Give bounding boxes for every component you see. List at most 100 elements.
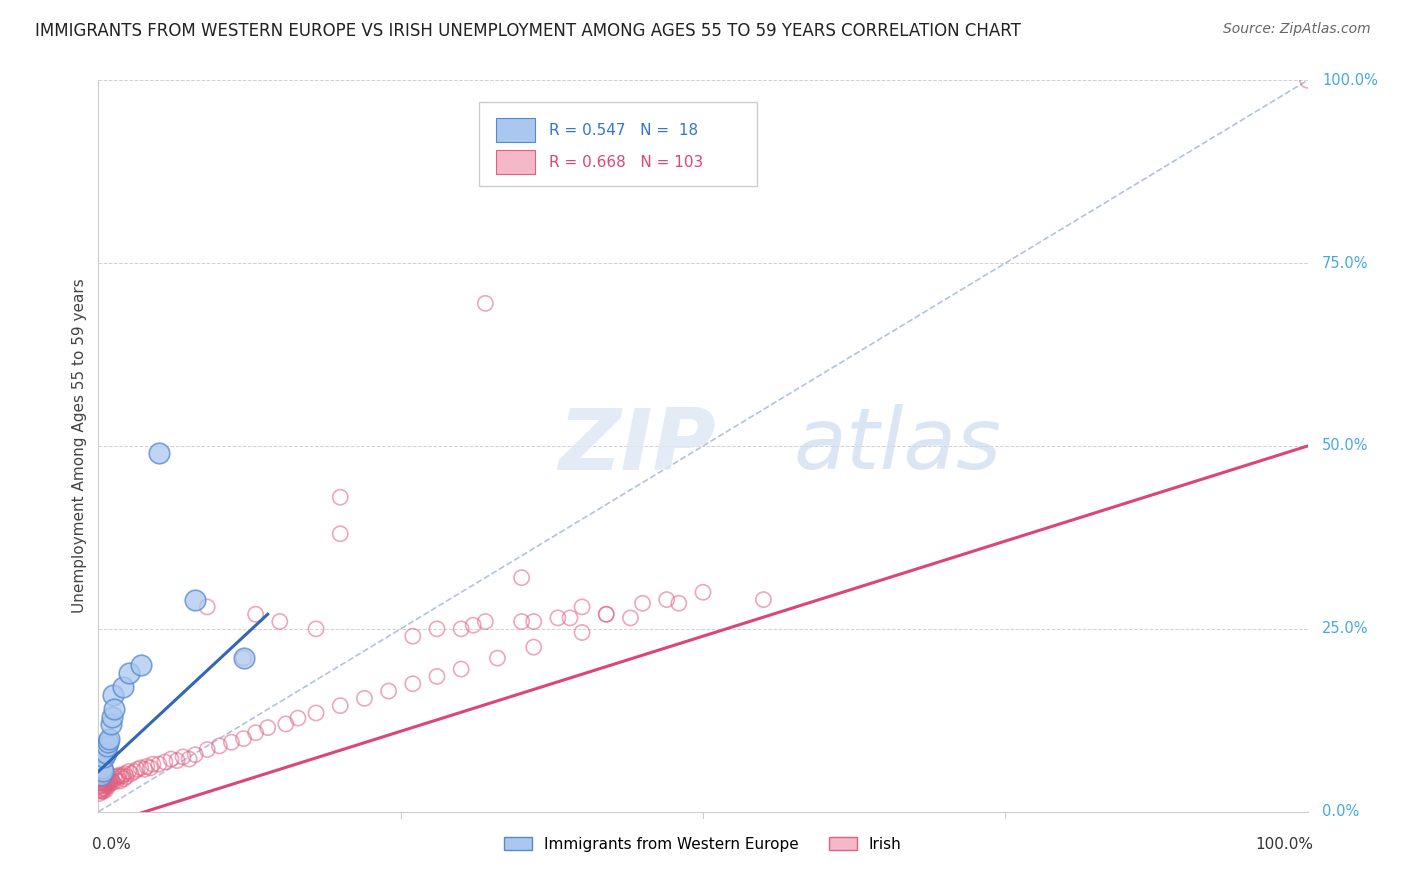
Text: 25.0%: 25.0% [1322, 622, 1368, 636]
Point [90, 768, 112, 782]
Point [94, 746, 117, 760]
Point [98, 777, 121, 791]
Legend: Immigrants from Western Europe, Irish: Immigrants from Western Europe, Irish [505, 837, 901, 852]
Point [474, 296, 496, 310]
Point [208, 739, 231, 753]
Point [118, 665, 141, 680]
Point [305, 706, 328, 720]
Text: 0.0%: 0.0% [93, 838, 131, 853]
Point [305, 622, 328, 636]
Point [184, 747, 207, 762]
Text: 75.0%: 75.0% [1322, 256, 1368, 270]
Point [100, 709, 122, 723]
Point [486, 651, 509, 665]
Point [89, 787, 111, 801]
Point [195, 599, 218, 614]
Point [98, 774, 121, 789]
Point [571, 625, 593, 640]
Point [450, 662, 472, 676]
Point [134, 762, 156, 776]
Point [93, 781, 115, 796]
Point [752, 592, 775, 607]
Point [124, 764, 146, 779]
Point [108, 774, 131, 789]
Point [402, 629, 425, 643]
Text: 0.0%: 0.0% [1322, 805, 1360, 819]
Point [274, 717, 297, 731]
Point [631, 596, 654, 610]
Point [135, 759, 157, 773]
Point [463, 618, 485, 632]
Text: R = 0.668   N = 103: R = 0.668 N = 103 [550, 154, 703, 169]
Point [103, 702, 125, 716]
Point [245, 607, 267, 622]
Point [1296, 73, 1319, 87]
Text: 50.0%: 50.0% [1322, 439, 1368, 453]
Point [329, 698, 352, 713]
Point [91, 774, 114, 789]
Point [256, 721, 278, 735]
Point [100, 775, 122, 789]
Text: R = 0.547   N =  18: R = 0.547 N = 18 [550, 122, 699, 137]
Point [510, 615, 533, 629]
Point [692, 585, 714, 599]
Point [129, 658, 152, 673]
Point [114, 766, 136, 780]
Point [96, 739, 118, 753]
Point [153, 755, 176, 769]
Point [94, 779, 117, 793]
Point [90, 784, 112, 798]
Point [172, 749, 194, 764]
Point [111, 681, 134, 695]
Point [558, 611, 581, 625]
Point [104, 772, 127, 786]
Point [89, 779, 111, 793]
Point [94, 775, 117, 789]
Point [100, 772, 122, 786]
Point [655, 592, 678, 607]
Point [91, 784, 114, 798]
Point [111, 768, 134, 782]
Point [269, 615, 291, 629]
Point [221, 735, 243, 749]
Point [245, 725, 267, 739]
Point [142, 757, 165, 772]
Point [232, 651, 254, 665]
Text: atlas: atlas [793, 404, 1001, 488]
Point [474, 615, 496, 629]
Point [90, 775, 112, 789]
Text: Source: ZipAtlas.com: Source: ZipAtlas.com [1223, 22, 1371, 37]
Point [329, 490, 352, 504]
Bar [496, 119, 534, 142]
Point [108, 768, 131, 782]
Point [595, 607, 617, 622]
Text: 100.0%: 100.0% [1322, 73, 1378, 87]
Point [329, 526, 352, 541]
Point [232, 731, 254, 746]
Point [287, 711, 309, 725]
Point [523, 615, 546, 629]
Point [91, 784, 114, 798]
Point [160, 752, 183, 766]
Text: ZIP: ZIP [558, 404, 716, 488]
Point [91, 775, 114, 789]
Point [93, 777, 115, 791]
Point [91, 764, 114, 779]
Point [97, 775, 120, 789]
Point [450, 622, 472, 636]
Point [166, 754, 188, 768]
Point [195, 742, 218, 756]
Point [91, 761, 114, 775]
Point [98, 731, 121, 746]
Point [97, 735, 120, 749]
Point [91, 777, 114, 791]
Text: IMMIGRANTS FROM WESTERN EUROPE VS IRISH UNEMPLOYMENT AMONG AGES 55 TO 59 YEARS C: IMMIGRANTS FROM WESTERN EUROPE VS IRISH … [35, 22, 1021, 40]
Point [129, 761, 152, 775]
Point [148, 757, 170, 772]
Point [89, 782, 111, 797]
Point [93, 772, 115, 786]
Point [668, 596, 690, 610]
Point [103, 770, 125, 784]
Point [91, 781, 114, 796]
Point [118, 764, 141, 779]
